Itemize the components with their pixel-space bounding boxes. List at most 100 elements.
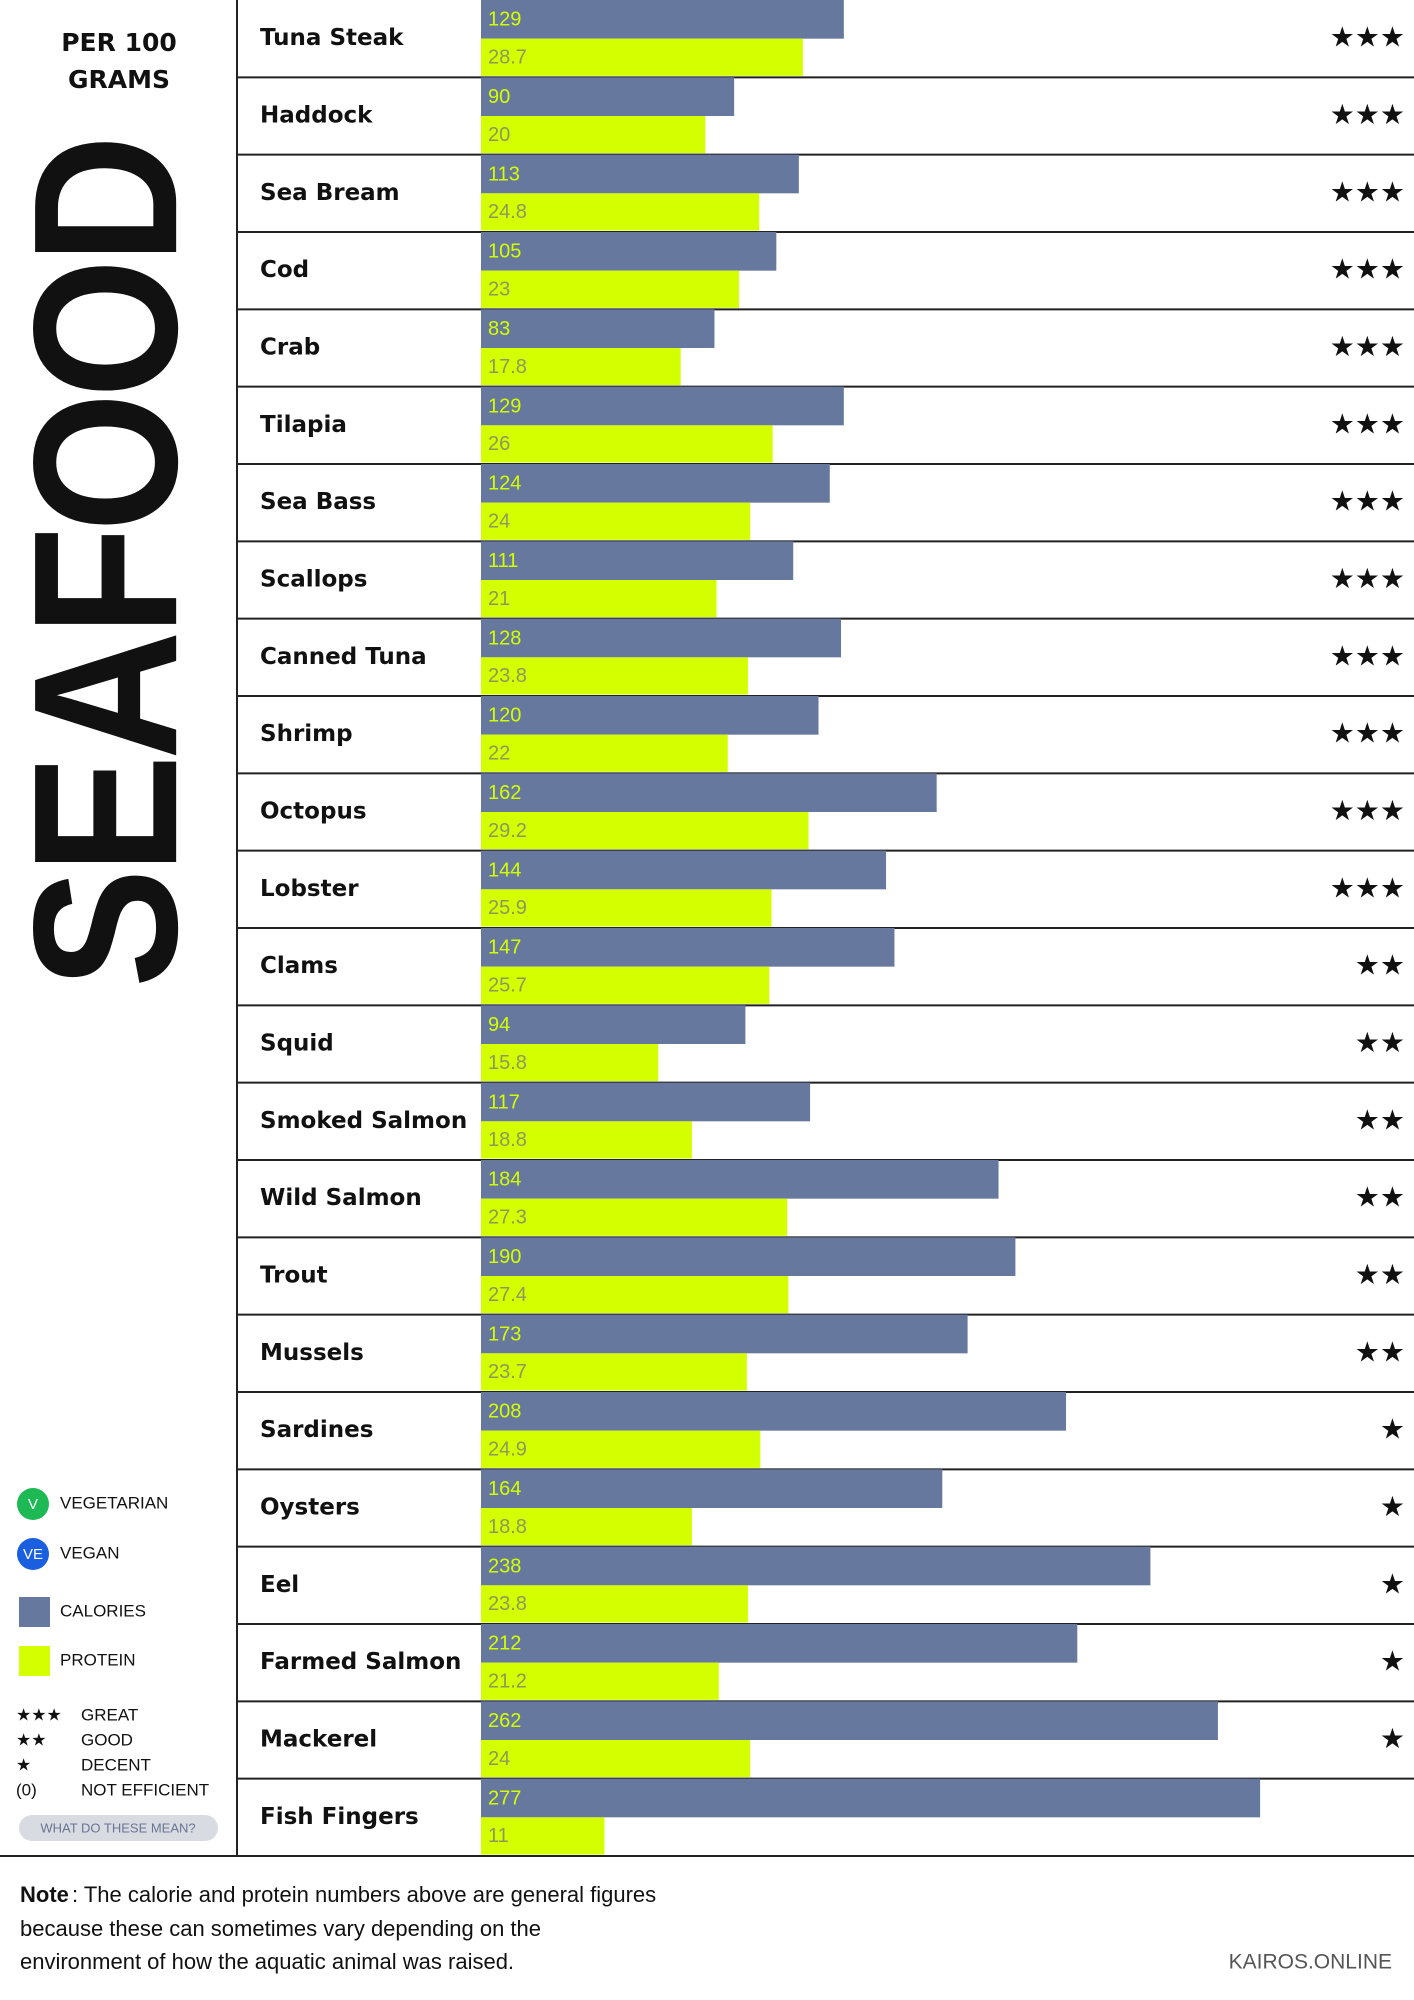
rating: ★ [1380,1722,1405,1755]
category-label: Sea Bream [260,180,400,206]
value-label: 28.7 [488,47,527,69]
rating: ★★★ [1330,407,1405,440]
bar [481,1740,751,1778]
value-label: 29.2 [488,820,527,842]
value-label: 25.9 [488,897,527,919]
value-label: 25.7 [488,975,527,997]
rating: ★ [1380,1490,1405,1523]
bar [481,734,728,772]
rating: ★★ [1355,1181,1405,1214]
bar [481,1392,1067,1431]
rating-label: DECENT [81,1755,151,1774]
bar [481,889,772,927]
value-label: 147 [488,937,521,959]
bar [481,657,748,695]
bar [481,1276,789,1314]
category-label: Wild Salmon [260,1185,422,1211]
value-label: 24.9 [488,1439,527,1461]
value-label: 20 [488,124,510,146]
help-button-text[interactable]: WHAT DO THESE MEAN? [40,1820,195,1835]
category-label: Scallops [260,567,367,593]
value-label: 17.8 [488,356,527,378]
value-label: 26 [488,433,510,455]
value-label: 24 [488,1748,510,1770]
legend-swatch [19,1597,50,1627]
value-label: 208 [488,1401,521,1423]
bar [481,386,844,426]
value-label: 21 [488,588,510,610]
rating-label: GOOD [81,1730,133,1749]
value-label: 173 [488,1323,521,1345]
rating: ★★★ [1330,330,1405,363]
value-label: 18.8 [488,1129,527,1151]
value-label: 21.2 [488,1671,527,1693]
rating: ★★★ [1330,98,1405,131]
diet-badge [17,1488,49,1520]
value-label: 83 [488,318,510,340]
bar [481,1469,943,1508]
diet-badge [17,1538,49,1570]
bar [481,541,794,580]
value-label: 117 [488,1091,520,1113]
rating: ★★★ [1330,485,1405,518]
note-label: Note [20,1882,69,1907]
category-label: Oysters [260,1495,360,1521]
value-label: 129 [488,9,521,31]
bar [481,1430,761,1468]
rating: ★ [1380,1645,1405,1678]
bar [481,1160,999,1199]
value-label: 94 [488,1014,510,1036]
value-label: 113 [488,163,520,185]
bar [481,116,706,154]
value-label: 23.7 [488,1361,527,1383]
bar [481,1817,605,1855]
category-label: Fish Fingers [260,1804,419,1830]
category-label: Clams [260,953,338,979]
bar [481,1508,692,1546]
value-label: 11 [488,1825,509,1847]
value-label: 190 [488,1246,521,1268]
bar [481,77,735,116]
rating: ★★ [1355,1026,1405,1059]
help-button[interactable] [19,1815,218,1841]
note-text: : The calorie and protein numbers above … [72,1882,656,1907]
value-label: 111 [488,550,518,572]
legend-label: CALORIES [60,1601,146,1620]
bar [481,1624,1078,1663]
bar [481,1353,747,1391]
value-label: 184 [488,1169,521,1191]
bar [481,850,887,890]
rating-symbol: ★ [16,1755,31,1774]
bar [481,928,895,967]
value-label: 262 [488,1710,521,1732]
bar [481,580,717,618]
value-label: 105 [488,241,521,263]
rating: ★★★ [1330,794,1405,827]
legend-label: PROTEIN [60,1650,136,1669]
bar [481,232,777,271]
bar [481,0,844,39]
bar [481,193,760,231]
rating: ★★★ [1330,717,1405,750]
rating: ★★★ [1330,639,1405,672]
bar [481,1121,692,1159]
rating: ★★ [1355,1335,1405,1368]
bar [481,696,819,735]
footer: KAIROS.ONLINE [1229,1951,1392,1974]
bar [481,1198,788,1236]
category-label: Sardines [260,1417,373,1443]
rating: ★★★ [1330,253,1405,286]
value-label: 162 [488,782,521,804]
category-label: Octopus [260,799,367,825]
bar [481,348,681,386]
rating-symbol: ★★ [16,1730,46,1749]
diet-badge-text: V [28,1496,38,1513]
value-label: 238 [488,1555,521,1577]
value-label: 144 [488,859,521,881]
diet-label: VEGAN [60,1543,120,1562]
rating-symbol: ★★★ [16,1705,62,1724]
value-label: 23.8 [488,665,527,687]
